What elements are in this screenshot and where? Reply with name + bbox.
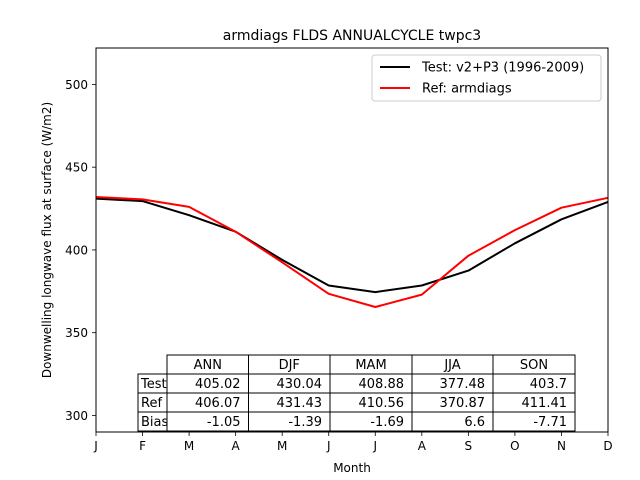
table-cell-value: 410.56 (359, 396, 405, 411)
table-cell-value: -7.71 (533, 415, 567, 430)
table-header-label: ANN (194, 358, 222, 373)
legend-label: Ref: armdiags (422, 82, 512, 97)
table-header-label: SON (520, 358, 548, 373)
y-tick-label: 450 (65, 161, 88, 175)
axes-frame (95, 47, 609, 433)
legend: Test: v2+P3 (1996-2009) Ref: armdiags (371, 54, 602, 102)
table-cell-value: -1.39 (288, 415, 322, 430)
y-tick-label: 400 (65, 243, 88, 257)
series-line (95, 197, 609, 294)
table-cell-value: 403.7 (530, 377, 567, 392)
table-cell-value: 405.02 (195, 377, 241, 392)
x-tick-label: J (326, 439, 331, 453)
table-cell-value: 377.48 (440, 377, 486, 392)
table-cell-value: 406.07 (195, 396, 241, 411)
x-tick-label: J (93, 439, 98, 453)
y-tick-label: 300 (65, 409, 88, 423)
x-tick-label: F (139, 439, 146, 453)
table-cell-value: 430.04 (277, 377, 323, 392)
x-tick-label: M (184, 439, 194, 453)
x-tick-label: S (465, 439, 473, 453)
x-tick-label: M (277, 439, 287, 453)
legend-frame (371, 54, 602, 102)
table-cell-value: 411.41 (522, 396, 568, 411)
x-tick-label: D (603, 439, 612, 453)
table-row-label: Ref (141, 396, 162, 411)
y-tick-label: 350 (65, 326, 88, 340)
x-axis-label: Month (333, 461, 371, 475)
x-tick-label: A (418, 439, 427, 453)
table-cell-value: 431.43 (277, 396, 323, 411)
chart-title: armdiags FLDS ANNUALCYCLE twpc3 (223, 28, 481, 44)
series-group (95, 196, 609, 308)
table-cell-value: -1.05 (207, 415, 241, 430)
legend-label: Test: v2+P3 (1996-2009) (421, 61, 584, 76)
table-cell-value: -1.69 (370, 415, 404, 430)
x-tick-label: J (372, 439, 377, 453)
table-cell-value: 370.87 (440, 396, 486, 411)
table-header-label: MAM (355, 358, 386, 373)
table-cell-value: 6.6 (464, 415, 485, 430)
x-tick-label: O (510, 439, 519, 453)
table-header-label: JJA (443, 358, 460, 373)
y-tick-label: 500 (65, 78, 88, 92)
table-row-label: Test (140, 377, 167, 392)
table-cell-value: 408.88 (359, 377, 405, 392)
table-cell (492, 411, 576, 432)
x-tick-label: N (557, 439, 566, 453)
table-header-label: DJF (279, 358, 300, 373)
x-tick-label: A (232, 439, 241, 453)
y-axis-label: Downwelling longwave flux at surface (W/… (40, 102, 54, 378)
table-row-label: Bias (141, 415, 168, 430)
stats-table: ANN DJF MAM JJA SON Test 405.02 430.04 408.88 377… (137, 354, 576, 432)
series-line (95, 196, 609, 308)
